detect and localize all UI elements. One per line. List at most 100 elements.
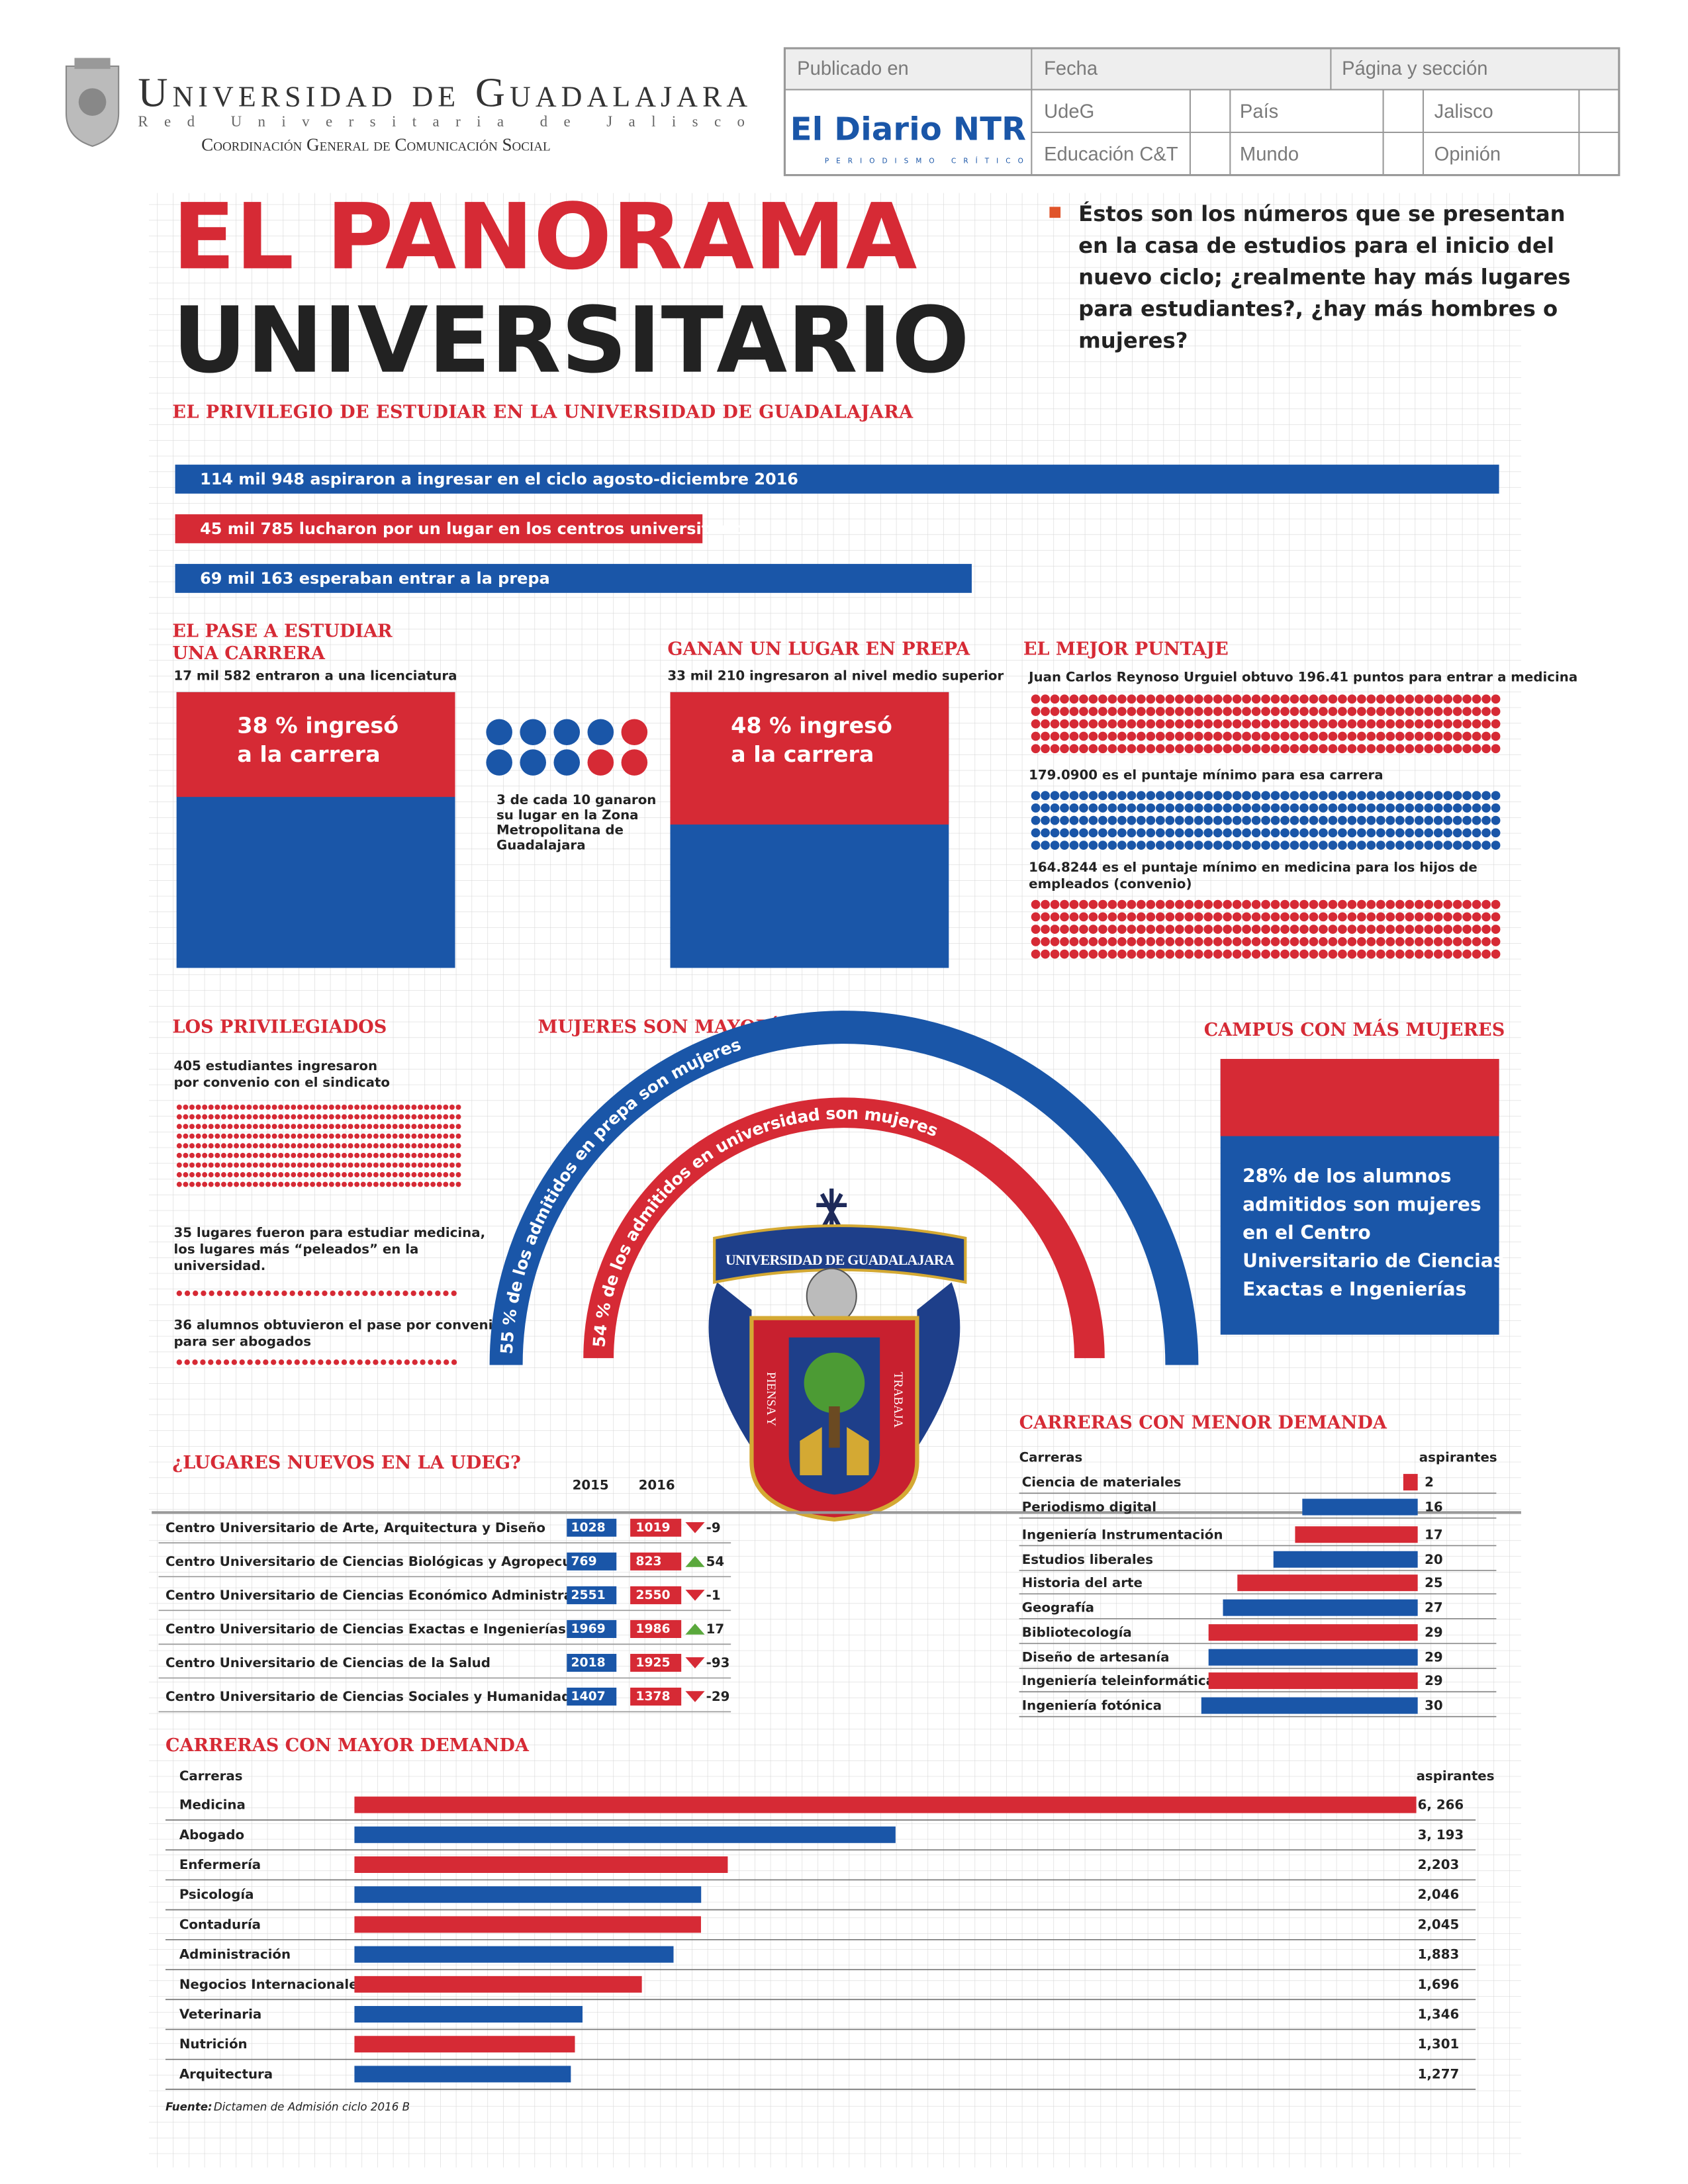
score-dot bbox=[1194, 694, 1203, 704]
percent-text: a la carrera bbox=[237, 741, 380, 767]
dot bbox=[202, 1114, 208, 1120]
dot bbox=[399, 1104, 404, 1110]
score-dot bbox=[1452, 912, 1462, 922]
crest-tree bbox=[804, 1352, 865, 1414]
score-dot bbox=[1174, 719, 1184, 729]
box-2015 bbox=[567, 1586, 617, 1604]
score-dot bbox=[1107, 707, 1117, 716]
dot bbox=[189, 1133, 195, 1139]
dot bbox=[367, 1114, 373, 1120]
score-dot bbox=[1213, 937, 1223, 946]
score-dot bbox=[1385, 828, 1395, 838]
score-dot bbox=[1270, 841, 1280, 850]
dot bbox=[426, 1291, 433, 1297]
dot bbox=[303, 1181, 309, 1187]
dot bbox=[436, 1172, 442, 1177]
dot bbox=[220, 1172, 226, 1177]
score-dot bbox=[1270, 949, 1280, 959]
score-dot bbox=[1155, 815, 1165, 825]
dot bbox=[367, 1162, 373, 1168]
dot bbox=[360, 1172, 366, 1177]
score-dot bbox=[1452, 815, 1462, 825]
dot bbox=[294, 1359, 300, 1365]
dot bbox=[265, 1162, 271, 1168]
score-dot bbox=[1385, 707, 1395, 716]
score-dot bbox=[1232, 803, 1242, 813]
score-dot bbox=[1098, 803, 1107, 813]
score-dot bbox=[1261, 828, 1270, 838]
dot bbox=[220, 1104, 226, 1110]
score-dot bbox=[1366, 949, 1376, 959]
dot bbox=[316, 1133, 322, 1139]
score-dot bbox=[1319, 912, 1328, 922]
score-dot bbox=[1098, 841, 1107, 850]
dot bbox=[411, 1181, 417, 1187]
section-heading: CARRERAS CON MAYOR DEMANDA bbox=[165, 1735, 530, 1756]
score-dot bbox=[1041, 937, 1050, 946]
demand-bar bbox=[1403, 1474, 1418, 1491]
score-dot bbox=[1098, 707, 1107, 716]
score-dot bbox=[1117, 719, 1127, 729]
score-dot bbox=[1117, 707, 1127, 716]
metro-text: Metropolitana de bbox=[496, 823, 624, 838]
dot bbox=[284, 1104, 290, 1110]
dot bbox=[183, 1114, 189, 1120]
dot bbox=[444, 1359, 449, 1365]
score-dot bbox=[1462, 719, 1472, 729]
score-dot bbox=[1309, 937, 1319, 946]
score-dot bbox=[1405, 791, 1415, 800]
score-dot bbox=[1338, 707, 1347, 716]
change-value: -9 bbox=[706, 1520, 721, 1535]
dot bbox=[291, 1124, 297, 1130]
score-dot bbox=[1443, 744, 1453, 754]
dot bbox=[424, 1181, 430, 1187]
score-dot bbox=[1041, 744, 1050, 754]
section-heading: GANAN UN LUGAR EN PREPA bbox=[667, 639, 970, 660]
dot bbox=[246, 1143, 252, 1149]
score-dot bbox=[1270, 744, 1280, 754]
score-dot bbox=[1405, 937, 1415, 946]
score-dot bbox=[1146, 925, 1156, 934]
score-dot bbox=[1251, 791, 1261, 800]
score-dot bbox=[1376, 899, 1385, 909]
score-dot bbox=[1165, 912, 1175, 922]
dot bbox=[316, 1114, 322, 1120]
dot bbox=[263, 1359, 269, 1365]
box-2015 bbox=[567, 1619, 617, 1638]
score-dot bbox=[1443, 791, 1453, 800]
score-dot bbox=[1385, 719, 1395, 729]
score-dot bbox=[1127, 803, 1137, 813]
dot bbox=[246, 1152, 252, 1158]
score-dot bbox=[1299, 912, 1309, 922]
score-dot bbox=[1127, 815, 1137, 825]
score-dot bbox=[1031, 899, 1041, 909]
score-dot bbox=[1117, 791, 1127, 800]
score-dot bbox=[1079, 815, 1088, 825]
dot bbox=[271, 1124, 277, 1130]
box-2016 bbox=[630, 1586, 682, 1604]
dot bbox=[252, 1162, 258, 1168]
score-dot bbox=[1146, 841, 1156, 850]
dot bbox=[348, 1114, 353, 1120]
dot bbox=[240, 1172, 246, 1177]
score-dot bbox=[1107, 949, 1117, 959]
score-dot bbox=[1433, 828, 1443, 838]
dot bbox=[420, 1359, 426, 1365]
dot bbox=[252, 1181, 258, 1187]
dot bbox=[411, 1114, 417, 1120]
dot bbox=[297, 1291, 304, 1297]
dot bbox=[392, 1152, 398, 1158]
dot bbox=[208, 1124, 214, 1130]
crest-motto: TRABAJA bbox=[891, 1372, 905, 1428]
score-dot bbox=[1443, 899, 1453, 909]
score-dot bbox=[1050, 791, 1060, 800]
dot bbox=[259, 1143, 265, 1149]
dot bbox=[208, 1143, 214, 1149]
score-dot bbox=[1357, 791, 1366, 800]
score-dot bbox=[1155, 899, 1165, 909]
dot bbox=[184, 1359, 190, 1365]
score-dot bbox=[1405, 828, 1415, 838]
score-dot bbox=[1347, 925, 1357, 934]
score-dot bbox=[1289, 815, 1299, 825]
score-dot bbox=[1481, 694, 1491, 704]
